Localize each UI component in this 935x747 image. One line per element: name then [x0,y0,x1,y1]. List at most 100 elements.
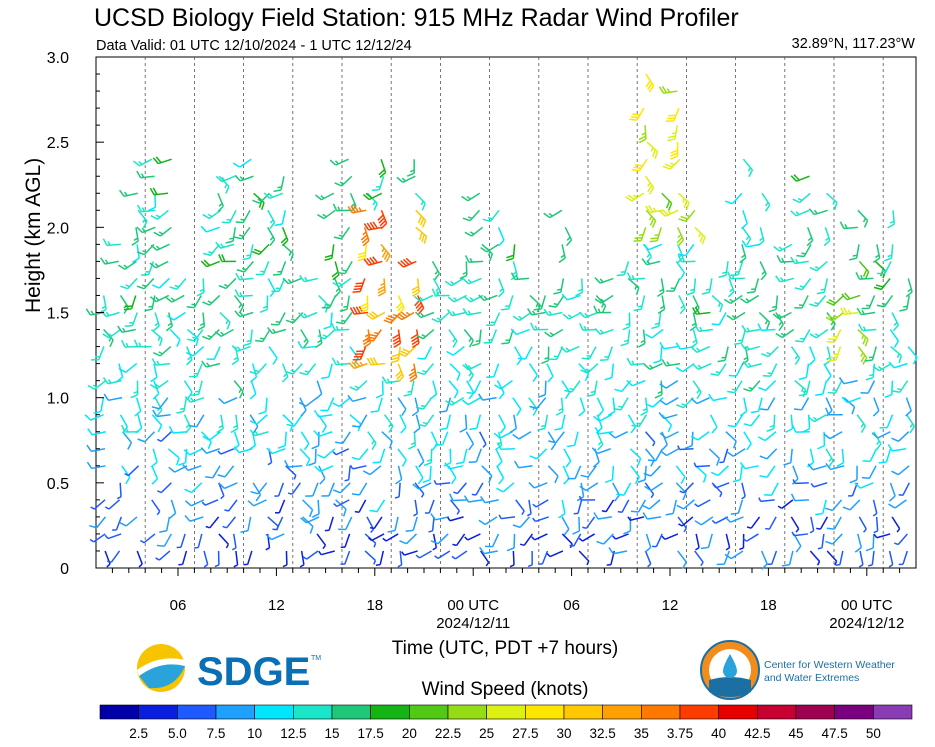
wind-barb [718,261,729,278]
wind-barb [517,346,533,360]
wind-barb [679,482,694,494]
wind-barb [809,516,815,534]
wind-barb [331,322,350,331]
wind-barb [151,277,170,289]
wind-barb [218,254,236,263]
svg-text:and Water Extremes: and Water Extremes [764,672,859,684]
wind-barb [836,448,845,468]
wind-barb [352,346,367,361]
wind-barb [414,192,426,211]
colorbar-swatch [370,704,410,720]
colorbar-swatch [331,704,371,720]
chart-title: UCSD Biology Field Station: 915 MHz Rada… [94,4,739,32]
wind-barb [447,465,457,485]
wind-barb [858,516,867,533]
wind-barb [593,414,613,422]
wind-barb [464,226,484,237]
colorbar-swatch [525,704,565,720]
wind-barb [546,363,554,383]
wind-barb [633,295,646,312]
wind-barb [332,277,352,288]
wind-barb [242,244,254,261]
wind-barb [626,379,646,387]
wind-barb [791,531,809,537]
wind-barb [891,516,901,533]
wind-barb [781,550,794,567]
wind-barb [300,516,320,524]
wind-barb [468,448,482,464]
wind-barb [461,192,481,202]
wind-barb [750,397,763,414]
wind-barb [153,346,172,357]
wind-barb [646,141,659,160]
x-tick-label: 12 [662,597,679,614]
wind-barb [712,482,730,489]
wind-barb [694,499,711,508]
wind-barb [617,499,630,513]
wind-barb [423,448,433,467]
wind-barb [580,465,597,478]
wind-barb [135,414,143,434]
wind-barb [561,293,581,301]
wind-barb [414,294,434,303]
wind-barb [512,431,532,440]
wind-barb [314,465,334,473]
wind-barb [218,396,238,405]
wind-barb [414,295,425,315]
colorbar-tick-label: 35 [634,726,649,741]
wind-barb [884,244,894,262]
wind-barb [121,424,139,433]
wind-barb [741,240,761,248]
wind-barb [561,380,571,400]
wind-barb [317,414,327,433]
wind-barb [382,533,399,542]
wind-barb [817,431,826,450]
wind-barb [472,329,482,347]
wind-barb [415,465,424,485]
wind-barb [874,260,887,279]
wind-barb [416,448,425,468]
wind-barb [274,482,285,497]
wind-barb [775,275,795,283]
wind-barb [311,431,320,450]
wind-barb [666,278,681,292]
wind-barb [217,465,235,478]
colorbar-swatch [718,704,758,720]
wind-barb [360,227,370,247]
wind-barb [462,209,481,222]
wind-barb [298,311,318,319]
wind-barb [176,533,186,549]
wind-barb [739,397,748,417]
wind-barb [243,550,253,566]
wind-barb [905,397,912,417]
wind-barb [734,329,747,345]
wind-barb [344,465,351,482]
wind-barb [564,380,581,393]
wind-barb [856,307,876,316]
wind-barb [367,533,385,542]
wind-barb [390,346,401,364]
wind-barb [719,448,729,464]
wind-barb [692,362,712,370]
wind-barb [305,482,319,497]
wind-barb [202,431,222,441]
wind-barb [103,329,114,348]
colorbar-swatch [409,704,449,720]
wind-barb [661,414,673,433]
wind-barb [133,158,153,167]
colorbar-tick-label: 2.5 [129,726,148,741]
wind-barb [872,499,878,517]
wind-barb [395,295,405,315]
wind-barb [348,360,368,370]
wind-barb [281,363,289,383]
wind-barb [422,465,432,484]
wind-barb [659,431,679,439]
wind-barb [898,550,909,566]
wind-barb [541,346,550,365]
wind-barb [317,448,336,459]
wind-barb [677,243,695,257]
wind-barb [137,204,156,213]
wind-barb [112,516,123,531]
wind-barb [308,448,317,467]
wind-barb [413,414,421,434]
